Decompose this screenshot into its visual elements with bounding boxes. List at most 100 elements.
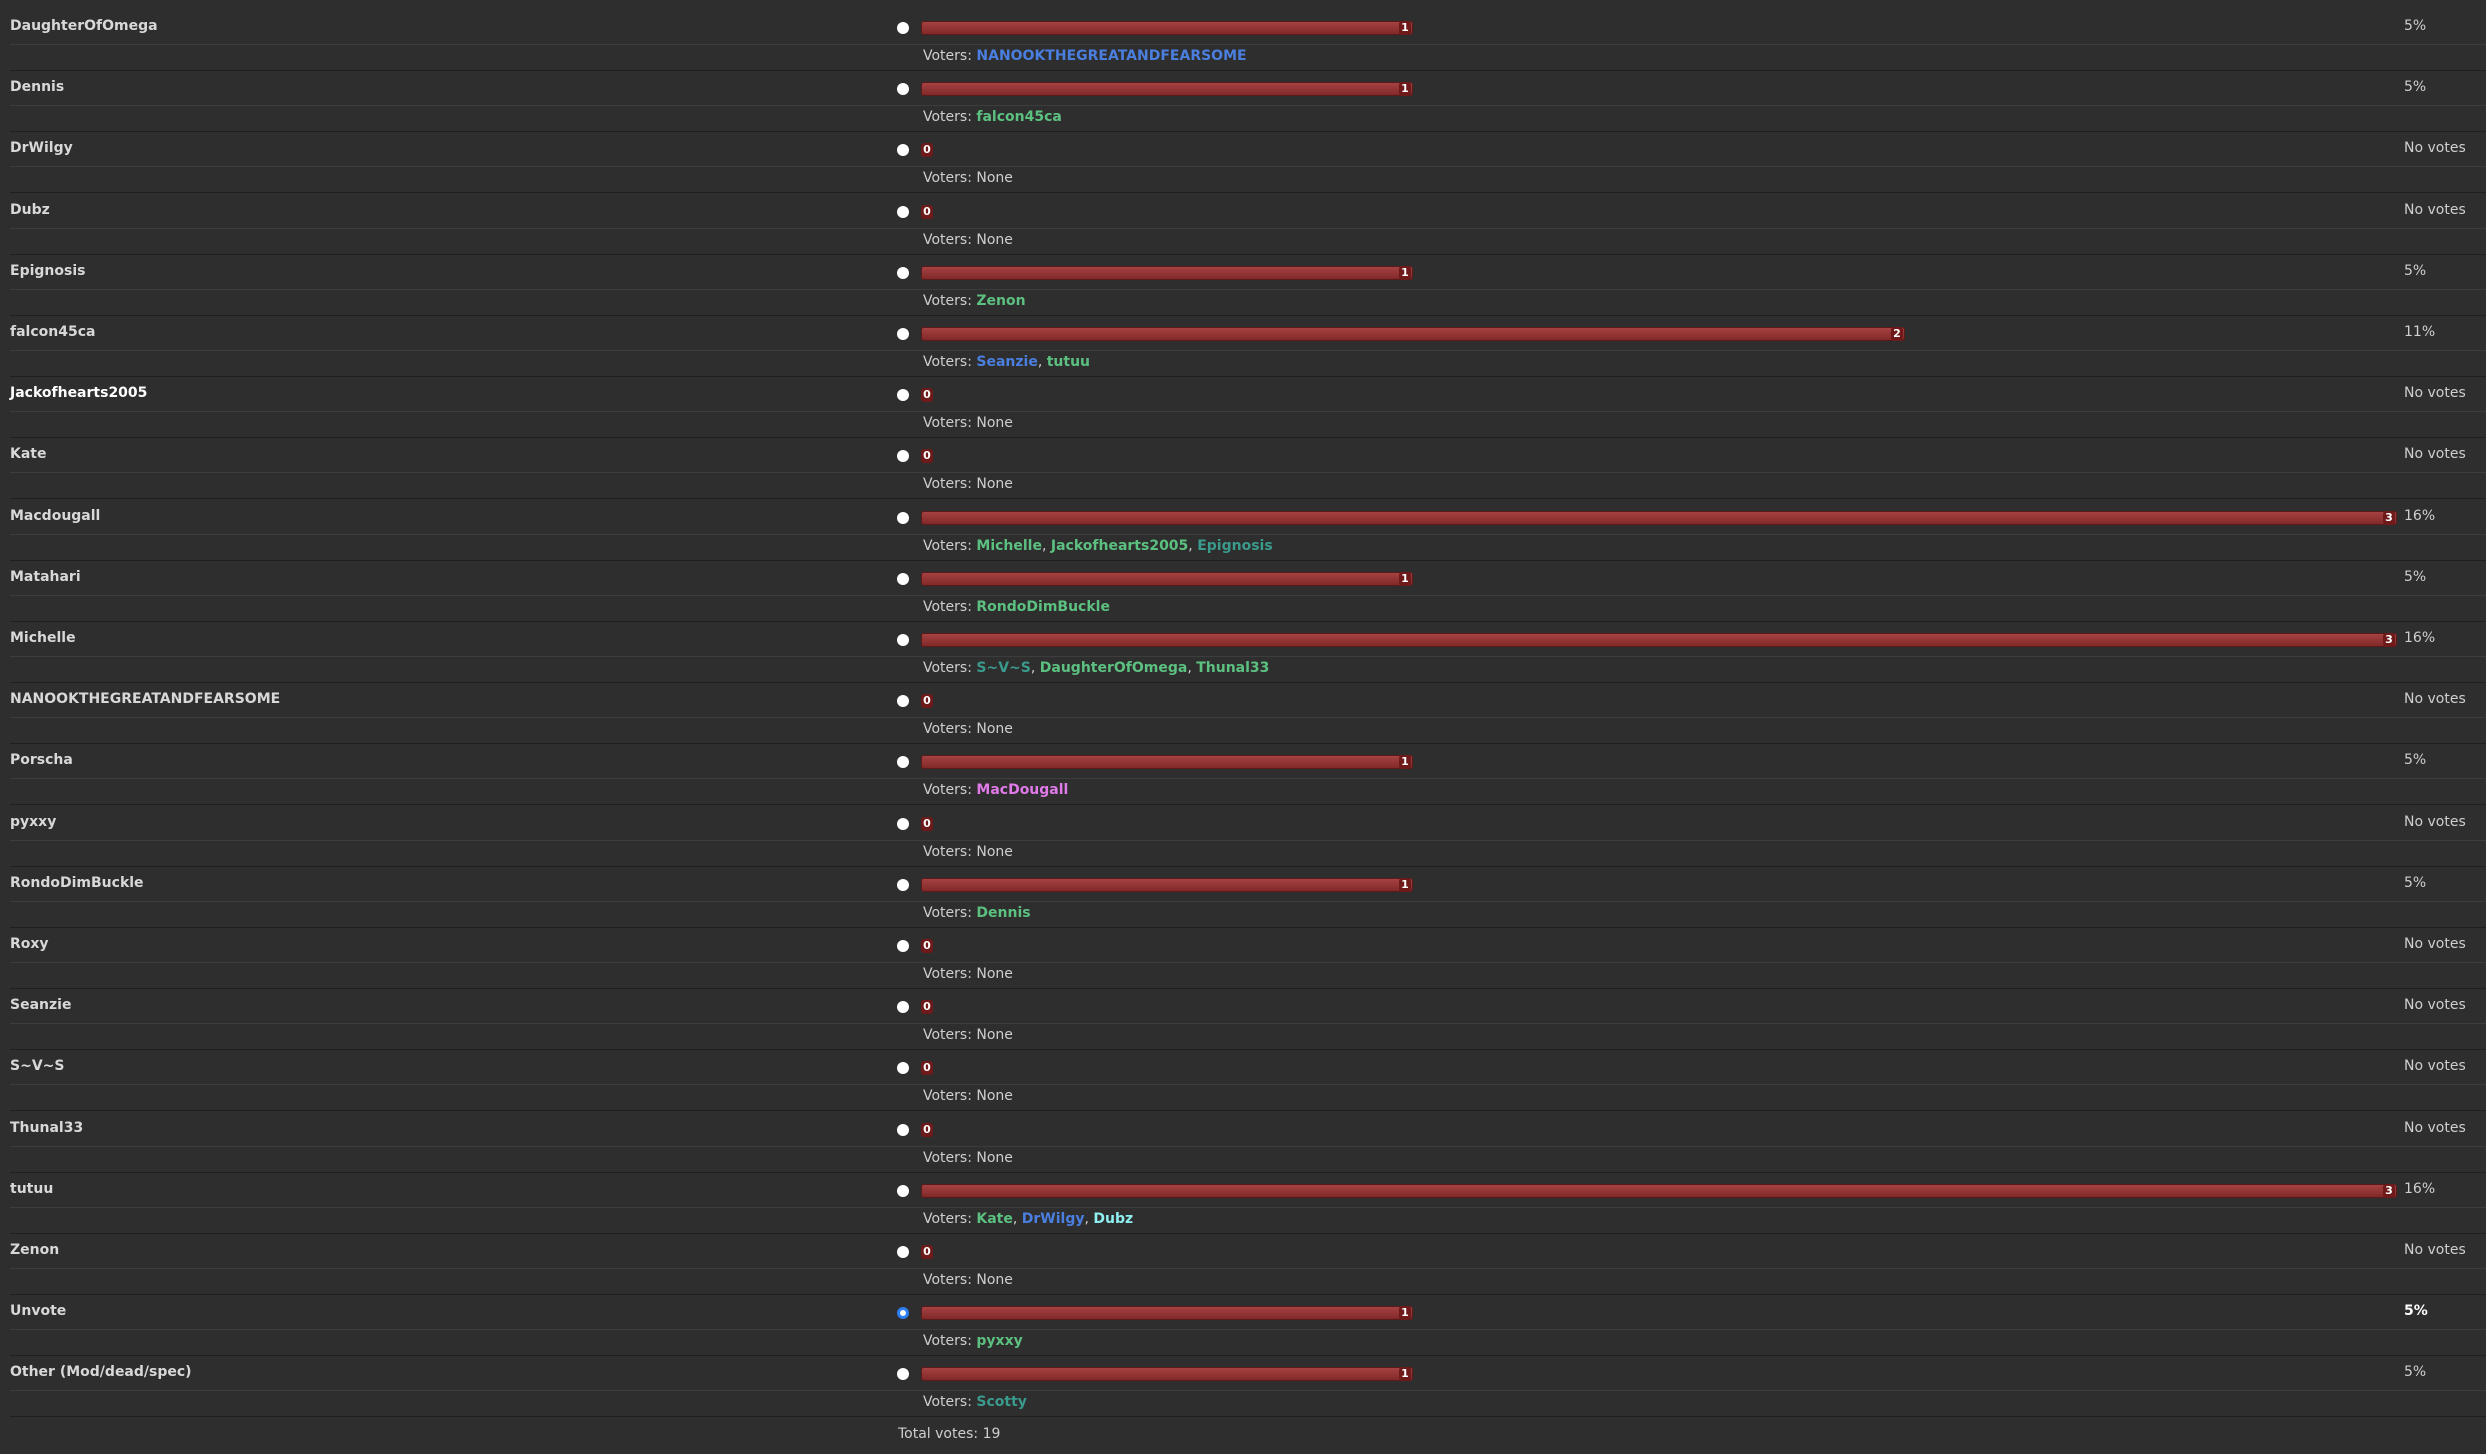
- poll-option: tutuu 3 16% Voters: Kate, DrWilgy, Dubz: [0, 1173, 2486, 1234]
- voters-label: Voters:: [923, 1333, 972, 1350]
- poll-option: Unvote 1 5% Voters: pyxxy: [0, 1295, 2486, 1357]
- option-radio[interactable]: [897, 1123, 909, 1136]
- option-radio[interactable]: [897, 1001, 909, 1014]
- vote-bar: [921, 877, 1413, 892]
- divider: [10, 559, 2486, 561]
- option-radio[interactable]: [897, 1062, 909, 1075]
- voter-name[interactable]: Kate: [976, 1210, 1013, 1227]
- voter-name[interactable]: DrWilgy: [1021, 1210, 1085, 1227]
- option-radio[interactable]: [897, 817, 909, 830]
- voter-name[interactable]: NANOOKTHEGREATANDFEARSOME: [976, 48, 1247, 64]
- divider: [10, 1084, 2486, 1086]
- option-radio[interactable]: [897, 144, 909, 157]
- vote-percent: No votes: [2404, 446, 2466, 463]
- voters-label: Voters:: [923, 660, 972, 676]
- option-radio[interactable]: [897, 695, 909, 708]
- poll-option: DrWilgy 0 No votes Voters: None: [0, 132, 2486, 194]
- voter-name[interactable]: Epignosis: [1197, 537, 1273, 554]
- option-radio[interactable]: [897, 1184, 909, 1197]
- option-radio[interactable]: [897, 940, 909, 952]
- option-radio[interactable]: [897, 878, 909, 891]
- voter-name[interactable]: S~V~S: [976, 660, 1031, 676]
- option-radio[interactable]: [897, 1246, 909, 1258]
- voters-label: Voters:: [923, 292, 972, 309]
- poll-option: DaughterOfOmega 1 5% Voters: NANOOKTHEGREAT…: [0, 10, 2486, 71]
- voter-name[interactable]: Dubz: [1093, 1210, 1134, 1227]
- option-radio[interactable]: [897, 572, 909, 585]
- option-radio[interactable]: [897, 756, 909, 769]
- divider: [10, 900, 2486, 902]
- divider: [10, 472, 2486, 474]
- voters-line: Voters: None: [923, 415, 1013, 431]
- vote-percent: 16%: [2404, 630, 2436, 646]
- voter-name[interactable]: Seanzie: [976, 354, 1038, 370]
- voters-label: Voters:: [923, 782, 972, 799]
- poll-option: falcon45ca 2 11% Voters: Seanzie, tutuu: [0, 316, 2486, 377]
- option-name: falcon45ca: [10, 324, 96, 340]
- option-radio[interactable]: [897, 83, 909, 96]
- voters-none: None: [976, 1272, 1013, 1288]
- option-radio[interactable]: [897, 205, 909, 218]
- divider: [10, 253, 2486, 255]
- voter-name[interactable]: Thunal33: [1196, 660, 1270, 676]
- divider: [10, 778, 2486, 780]
- poll-option: Thunal33 0 No votes Voters: None: [0, 1112, 2486, 1173]
- vote-percent: 5%: [2404, 262, 2427, 279]
- voters-line: Voters: Zenon: [923, 293, 1026, 309]
- voters-label: Voters:: [923, 1394, 972, 1411]
- voter-name[interactable]: falcon45ca: [976, 109, 1062, 126]
- voter-name[interactable]: tutuu: [1046, 354, 1091, 370]
- divider: [10, 1355, 2486, 1357]
- vote-count: 1: [1399, 82, 1411, 97]
- vote-count: 0: [921, 1245, 933, 1259]
- voters-line: Voters: None: [923, 1150, 1013, 1166]
- total-value: 19: [982, 1426, 1001, 1442]
- option-radio[interactable]: [897, 22, 909, 34]
- option-radio[interactable]: [897, 634, 909, 646]
- divider: [10, 804, 2486, 806]
- voter-name[interactable]: MacDougall: [976, 782, 1069, 799]
- divider: [10, 962, 2486, 963]
- voters-line: Voters: pyxxy: [923, 1333, 1023, 1349]
- option-name: Thunal33: [10, 1119, 84, 1136]
- option-name: Seanzie: [10, 997, 72, 1014]
- option-radio[interactable]: [897, 389, 909, 402]
- voter-name[interactable]: Michelle: [976, 537, 1042, 554]
- divider: [10, 1329, 2486, 1331]
- poll-option: pyxxy 0 No votes Voters: None: [0, 806, 2486, 867]
- voter-name[interactable]: Zenon: [976, 292, 1026, 309]
- voters-line: Voters: None: [923, 844, 1013, 860]
- option-radio[interactable]: [897, 266, 909, 279]
- divider: [10, 682, 2486, 683]
- option-name: NANOOKTHEGREATANDFEARSOME: [10, 691, 281, 708]
- vote-percent: 16%: [2404, 1180, 2436, 1197]
- vote-percent: No votes: [2404, 691, 2466, 708]
- voter-name[interactable]: RondoDimBuckle: [976, 598, 1110, 615]
- option-radio[interactable]: [897, 328, 909, 340]
- divider: [10, 1145, 2486, 1147]
- divider: [10, 1416, 2486, 1418]
- poll-option: Macdougall 3 16% Voters: Michelle, Jackofhe…: [0, 500, 2486, 561]
- vote-percent: No votes: [2404, 997, 2466, 1014]
- option-name: Kate: [10, 446, 47, 463]
- voter-name[interactable]: pyxxy: [976, 1333, 1023, 1350]
- divider: [10, 1268, 2486, 1269]
- voter-name[interactable]: DaughterOfOmega: [1039, 660, 1188, 676]
- voter-name[interactable]: Scotty: [976, 1394, 1027, 1411]
- option-radio[interactable]: [897, 450, 909, 463]
- poll-option: S~V~S 0 No votes Voters: None: [0, 1050, 2486, 1112]
- voter-separator: ,: [1188, 537, 1198, 554]
- voters-line: Voters: falcon45ca: [923, 109, 1062, 125]
- vote-bar: [921, 755, 1413, 770]
- option-radio[interactable]: [897, 1307, 909, 1320]
- option-radio[interactable]: [897, 511, 909, 524]
- voters-label: Voters:: [923, 170, 972, 187]
- divider: [10, 350, 2486, 351]
- divider: [10, 192, 2486, 194]
- voter-name[interactable]: Jackofhearts2005: [1050, 537, 1189, 554]
- option-radio[interactable]: [897, 1368, 909, 1381]
- vote-bar: [921, 510, 2397, 525]
- vote-bar: [921, 571, 1413, 586]
- voter-name[interactable]: Dennis: [976, 904, 1031, 921]
- vote-count: 0: [921, 694, 933, 709]
